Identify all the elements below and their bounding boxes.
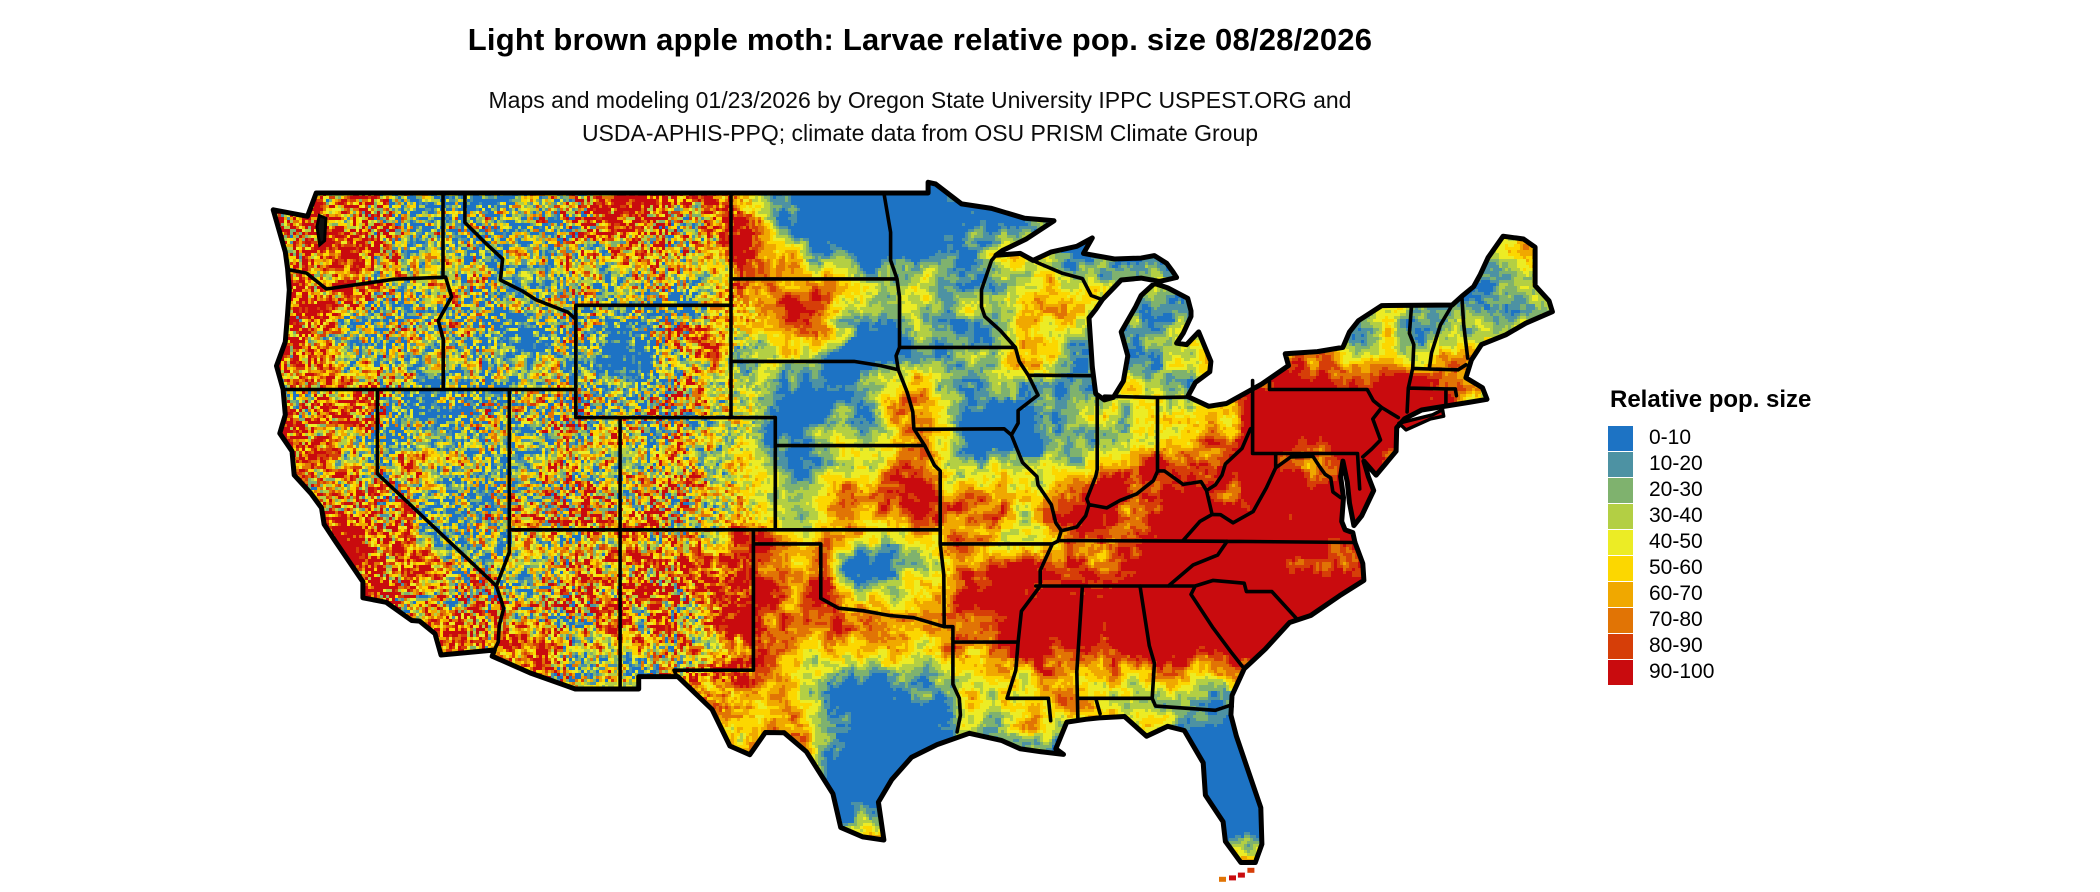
legend-row: 10-20: [1608, 451, 1811, 477]
legend-swatch: [1608, 659, 1633, 685]
puget-sound-water: [315, 213, 328, 248]
subtitle-line-1: Maps and modeling 01/23/2026 by Oregon S…: [488, 87, 1352, 113]
florida-keys-dot: [1219, 876, 1226, 882]
legend-label: 30-40: [1649, 504, 1703, 527]
florida-keys-dot: [1237, 872, 1245, 878]
florida-keys-dot: [1247, 867, 1255, 873]
conus-coastline: [270, 179, 1555, 865]
legend-swatch: [1608, 607, 1633, 633]
state-borders-overlay: [270, 179, 1555, 882]
legend-swatch: [1608, 555, 1633, 581]
legend-label: 50-60: [1649, 556, 1703, 579]
us-map: [245, 178, 1586, 892]
subtitle-line-2: USDA-APHIS-PPQ; climate data from OSU PR…: [581, 120, 1259, 146]
page-title: Light brown apple moth: Larvae relative …: [467, 22, 1373, 57]
legend-label: 70-80: [1649, 608, 1703, 631]
legend-rows: 0-10 10-20 20-30 30-40 40-50 50-60 60-70 70-80 8…: [1608, 425, 1811, 685]
legend-label: 40-50: [1649, 530, 1703, 553]
legend-row: 60-70: [1608, 581, 1811, 607]
state-border-lines: [281, 191, 1470, 734]
legend-swatch: [1608, 581, 1633, 607]
map-legend: Relative pop. size 0-10 10-20 20-30 30-40 40…: [1608, 386, 1811, 685]
legend-swatch: [1608, 451, 1633, 477]
legend-row: 80-90: [1608, 633, 1811, 659]
legend-row: 20-30: [1608, 477, 1811, 503]
legend-swatch: [1608, 425, 1633, 451]
legend-label: 20-30: [1649, 478, 1703, 501]
legend-label: 10-20: [1649, 452, 1703, 475]
florida-keys-dot: [1229, 875, 1236, 881]
legend-swatch: [1608, 633, 1633, 659]
legend-swatch: [1608, 529, 1633, 555]
long-island: [1397, 408, 1446, 432]
legend-label: 80-90: [1649, 634, 1703, 657]
legend-row: 90-100: [1608, 659, 1811, 685]
legend-row: 40-50: [1608, 529, 1811, 555]
legend-label: 0-10: [1649, 426, 1692, 449]
legend-label: 90-100: [1649, 660, 1715, 683]
legend-label: 60-70: [1649, 582, 1703, 605]
legend-swatch: [1608, 503, 1633, 529]
legend-row: 70-80: [1608, 607, 1811, 633]
page-subtitle: Maps and modeling 01/23/2026 by Oregon S…: [0, 84, 1840, 150]
legend-row: 0-10: [1608, 425, 1811, 451]
legend-row: 30-40: [1608, 503, 1811, 529]
legend-swatch: [1608, 477, 1633, 503]
legend-row: 50-60: [1608, 555, 1811, 581]
legend-title: Relative pop. size: [1610, 386, 1812, 413]
